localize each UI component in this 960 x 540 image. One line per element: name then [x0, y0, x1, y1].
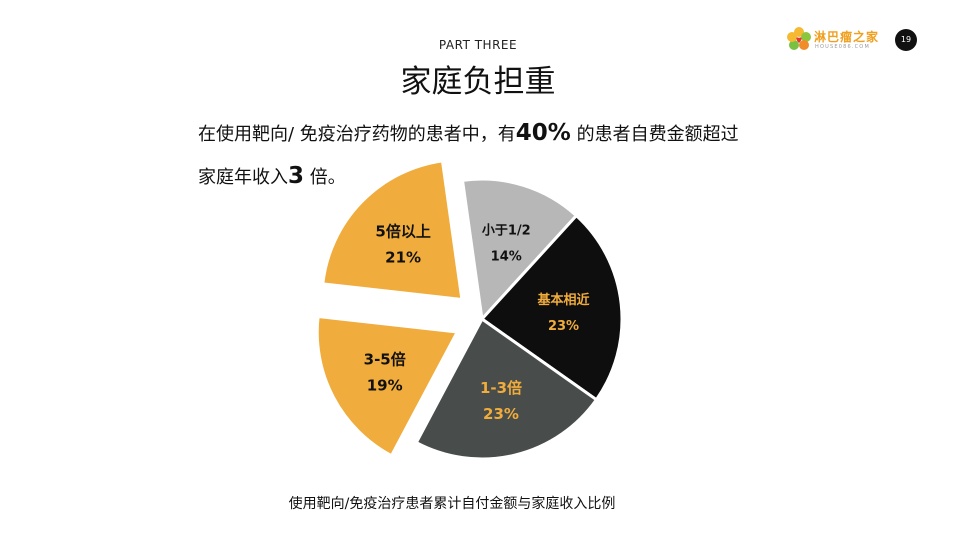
- pie-slice-2: [414, 317, 598, 461]
- lead-highlight-multiple: 3: [288, 163, 305, 189]
- pie-slice-label-1: 基本相近: [537, 292, 590, 308]
- pie-slice-value-2: 23%: [483, 405, 519, 423]
- logo-name: 淋巴瘤之家: [814, 30, 880, 44]
- lead-line-2: 家庭年收入3 倍。: [198, 163, 346, 189]
- lead-line-2-text-b: 倍。: [304, 167, 346, 188]
- pie-slice-4: [321, 159, 464, 301]
- page-number-badge: 19: [895, 29, 917, 51]
- pie-slice-0: [461, 177, 578, 321]
- pie-slice-label-4: 5倍以上: [375, 222, 430, 240]
- lead-line-2-text-a: 家庭年收入: [198, 167, 288, 188]
- pie-slice-1: [480, 214, 624, 402]
- lead-line-1-text-b: 的患者自费金额超过: [570, 124, 739, 145]
- lead-line-1: 在使用靶向/ 免疫治疗药物的患者中，有40% 的患者自费金额超过: [198, 120, 739, 146]
- pie-slice-value-4: 21%: [385, 248, 421, 266]
- lead-highlight-percent: 40%: [515, 120, 571, 146]
- logo-url: HOUSE086.COM: [815, 44, 870, 50]
- flower-logo-icon: [787, 27, 811, 50]
- pie-slice-label-2: 1-3倍: [480, 379, 522, 397]
- pie-slice-value-3: 19%: [367, 376, 403, 394]
- pie-slice-label-0: 小于1/2: [482, 224, 531, 239]
- page-title: 家庭负担重: [400, 64, 556, 100]
- brand-logo: 淋巴瘤之家 HOUSE086.COM: [786, 26, 896, 56]
- income-ratio-pie-chart: 小于1/2 14% 基本相近 23% 1-3倍 23% 3-5倍 19% 5倍以上 21%: [315, 159, 624, 461]
- lead-line-1-text-a: 在使用靶向/ 免疫治疗药物的患者中，有: [198, 124, 516, 145]
- pie-slice-3: [315, 314, 459, 458]
- pie-slice-value-0: 14%: [491, 250, 522, 265]
- part-label: PART THREE: [438, 38, 518, 52]
- pie-slice-value-1: 23%: [548, 319, 579, 334]
- chart-caption: 使用靶向/免疫治疗患者累计自付金额与家庭收入比例: [288, 496, 616, 512]
- pie-slice-label-3: 3-5倍: [364, 350, 406, 368]
